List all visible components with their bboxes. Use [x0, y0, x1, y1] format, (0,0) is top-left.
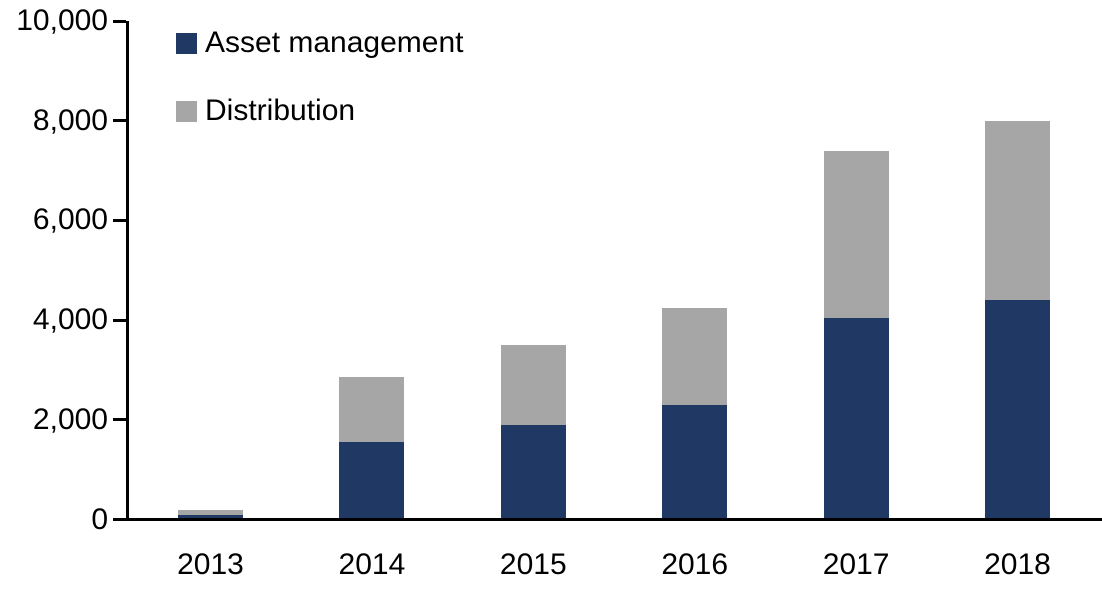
x-tick-label-2017: 2017 — [822, 548, 890, 581]
y-tick-mark — [113, 119, 126, 123]
y-tick-mark — [113, 19, 126, 23]
legend-item-asset-management: Asset management — [176, 28, 463, 58]
x-tick-label-2015: 2015 — [499, 548, 567, 581]
y-tick-label: 2,000 — [32, 402, 108, 436]
bar-segment-2014-asset-management — [339, 442, 405, 520]
bar-segment-2018-distribution — [985, 120, 1050, 301]
bar-segment-2017-distribution — [823, 150, 889, 318]
y-tick-mark — [113, 218, 126, 222]
bar-segment-2017-asset-management — [823, 317, 889, 520]
y-axis-line — [126, 21, 129, 521]
bar-segment-2016-asset-management — [662, 404, 728, 520]
x-tick-label-2013: 2013 — [177, 548, 244, 581]
x-tick-label-2018: 2018 — [984, 548, 1051, 581]
y-tick-label: 6,000 — [32, 203, 108, 237]
y-tick-label: 0 — [91, 502, 108, 536]
bar-segment-2015-asset-management — [500, 424, 566, 520]
y-tick-label: 8,000 — [32, 103, 108, 137]
legend-swatch-asset-management — [176, 32, 197, 54]
y-tick-label: 10,000 — [16, 4, 108, 37]
y-tick-label: 4,000 — [32, 303, 108, 337]
y-tick-mark — [113, 418, 126, 422]
x-axis-line — [126, 518, 1102, 521]
bar-segment-2016-distribution — [662, 307, 728, 405]
bar-segment-2015-distribution — [500, 345, 566, 425]
y-tick-mark — [113, 318, 126, 322]
bar-segment-2013-distribution — [178, 509, 243, 515]
x-tick-label-2014: 2014 — [338, 548, 406, 581]
bar-segment-2013-asset-management — [178, 514, 243, 520]
bar-segment-2014-distribution — [339, 377, 405, 443]
legend-swatch-distribution — [176, 100, 197, 122]
x-tick-label-2016: 2016 — [661, 548, 729, 581]
legend-label-asset-management: Asset management — [205, 26, 464, 59]
legend-label-distribution: Distribution — [205, 94, 356, 127]
bar-segment-2018-asset-management — [985, 300, 1050, 520]
legend-item-distribution: Distribution — [176, 96, 355, 126]
y-tick-mark — [113, 518, 126, 521]
